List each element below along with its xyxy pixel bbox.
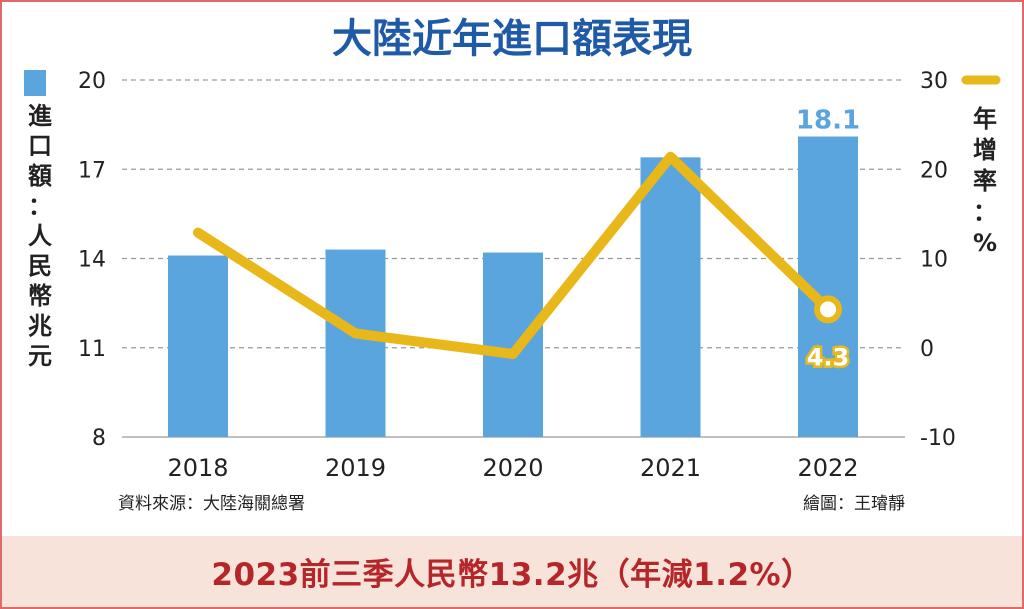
x-tick-label: 2021: [640, 454, 701, 482]
x-tick-label: 2020: [482, 454, 543, 482]
line-point-2022: [814, 295, 842, 324]
data-label-bar-2022: 18.1: [796, 106, 860, 136]
y-tick-label-left: 11: [78, 337, 106, 362]
x-tick-label: 2022: [797, 454, 858, 482]
bar: [640, 157, 701, 437]
y-tick-label-right: -10: [920, 426, 956, 451]
y-tick-label-right: 10: [920, 248, 948, 273]
x-tick-label: 2018: [167, 454, 228, 482]
bar: [168, 255, 228, 437]
chart-title: 大陸近年進口額表現: [332, 16, 692, 62]
bar: [483, 252, 543, 437]
y-axis-label-left: 進口額：人民幣兆元: [28, 102, 52, 370]
footer-note: 2023前三季人民幣13.2兆（年減1.2%）: [211, 557, 813, 593]
y-tick-label-right: 0: [920, 337, 934, 362]
y-axis-label-right: 年增率：%: [973, 105, 997, 257]
chart: 大陸近年進口額表現 進口額：人民幣兆元 年增率：% 8 11 14 17 20 -10 0 1…: [24, 16, 1001, 514]
y-tick-label-right: 30: [920, 69, 948, 94]
y-tick-label-right: 20: [920, 158, 948, 183]
y-tick-label-left: 20: [78, 69, 106, 94]
y-tick-label-left: 14: [78, 248, 106, 273]
y-tick-label-left: 8: [92, 426, 106, 451]
x-tick-label: 2019: [325, 454, 386, 482]
data-label-line-2022: 4.3: [807, 343, 850, 371]
legend-bar-swatch: [24, 70, 46, 96]
source-note: 資料來源：大陸海關總署: [118, 494, 305, 514]
footer-banner: 2023前三季人民幣13.2兆（年減1.2%）: [2, 536, 1022, 607]
bar: [325, 249, 386, 437]
growth-line: [193, 151, 833, 359]
credit-note: 繪圖：王璿靜: [803, 494, 905, 514]
y-tick-label-left: 17: [78, 158, 106, 183]
